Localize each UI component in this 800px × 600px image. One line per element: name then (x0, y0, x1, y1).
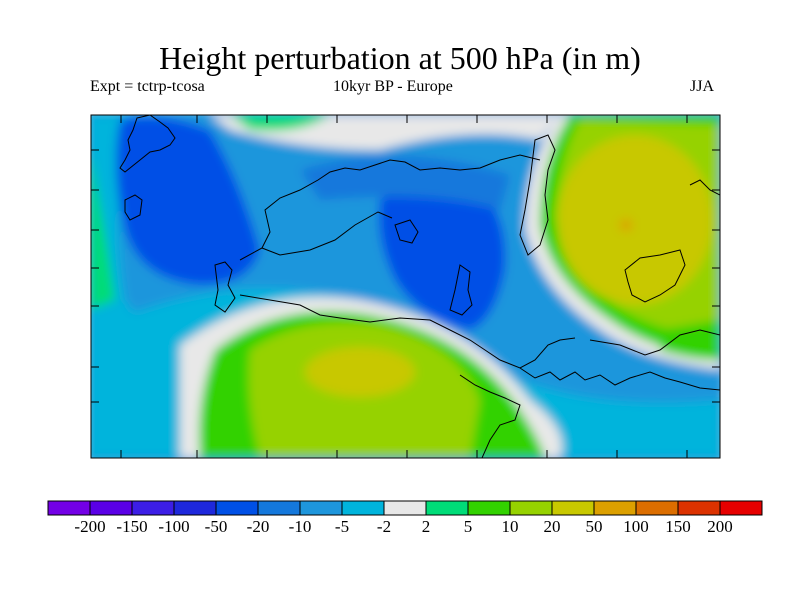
field-e-max (620, 219, 632, 231)
colorbar-box (299, 500, 343, 516)
colorbar-boxes (47, 500, 763, 516)
coast-iceland (124, 194, 143, 221)
coast-baltic (261, 211, 393, 256)
field-atlantic-low (116, 116, 260, 286)
colorbar-tick-label: -150 (116, 517, 148, 536)
colorbar-box (635, 500, 679, 516)
coast-south-europe (239, 294, 576, 369)
field-n-green (230, 115, 330, 131)
colorbar-tick-label: -200 (74, 517, 106, 536)
map-frame (90, 114, 721, 459)
field-s-yellow (305, 347, 415, 397)
colorbar-tick-label: 200 (707, 517, 733, 536)
colorbar-tick-label: 10 (501, 517, 519, 536)
colorbar-box (257, 500, 301, 516)
contour-field (91, 115, 720, 458)
coast-central-asia (589, 329, 720, 356)
colorbar-box (47, 500, 91, 516)
coast-near-east (459, 374, 521, 458)
field-w-green (91, 155, 115, 310)
colorbar-tick-label: 150 (665, 517, 691, 536)
colorbar-box (467, 500, 511, 516)
colorbar-box (425, 500, 469, 516)
colorbar-box (593, 500, 637, 516)
field-se-green (660, 320, 720, 360)
plot-title: Height perturbation at 500 hPa (in m) (159, 40, 641, 76)
colorbar-tick-label: -50 (204, 517, 228, 536)
region-label: 10kyr BP - Europe (333, 78, 453, 95)
colorbar-tick-label: 2 (421, 517, 431, 536)
field-scandinavia-low (379, 177, 506, 330)
season-label: JJA (690, 78, 715, 95)
coast-gotland (394, 219, 419, 244)
colorbar-tick-label: -100 (158, 517, 190, 536)
colorbar-box (89, 500, 133, 516)
coast-aral (624, 249, 686, 303)
experiment-label: Expt = tctrp-tcosa (90, 78, 205, 95)
colorbar-box (383, 500, 427, 516)
coast-caspian-south (519, 367, 720, 391)
colorbar-tick-label: 100 (623, 517, 649, 536)
colorbar-tick-label: -20 (246, 517, 270, 536)
colorbar-box (341, 500, 385, 516)
coast-greenland (119, 115, 176, 173)
colorbar-tick-label: 20 (543, 517, 561, 536)
coast-siberia (689, 179, 720, 196)
colorbar-box (173, 500, 217, 516)
coast-british-isles (214, 261, 236, 313)
map-ticks (91, 115, 720, 458)
colorbar-tick-label: -2 (376, 517, 392, 536)
colorbar-tick-label: 5 (463, 517, 473, 536)
coastlines (119, 115, 720, 458)
colorbar-box (131, 500, 175, 516)
colorbar-box (509, 500, 553, 516)
colorbar-tick-label: -10 (288, 517, 312, 536)
coast-east-sea (519, 134, 556, 256)
colorbar-tick-label: 50 (585, 517, 603, 536)
colorbar-box (215, 500, 259, 516)
colorbar-box (719, 500, 763, 516)
colorbar-box (551, 500, 595, 516)
colorbar-box (677, 500, 721, 516)
coast-black-sea (449, 264, 473, 316)
field-e-yellow (557, 135, 713, 305)
colorbar-tick-label: -5 (334, 517, 350, 536)
coast-north (239, 154, 541, 261)
